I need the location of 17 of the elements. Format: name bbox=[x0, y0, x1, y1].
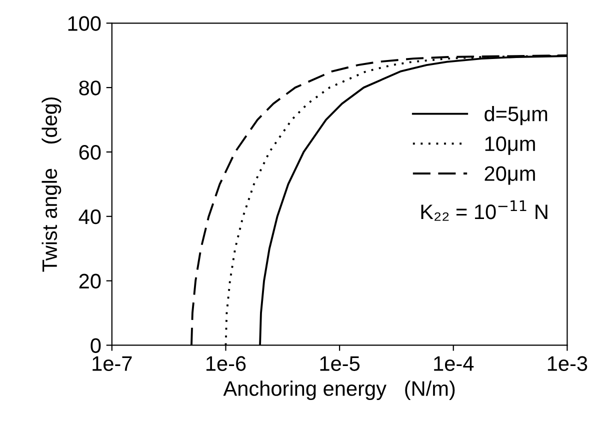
legend-label: 20μm bbox=[484, 166, 535, 185]
legend-label: d=5μm bbox=[484, 106, 548, 126]
annotation: K₂₂ = 10$^{−11}$ N bbox=[421, 200, 548, 221]
y-tick-label: 60 bbox=[79, 144, 101, 160]
x-tick-label: 1e-6 bbox=[206, 356, 246, 371]
x-tick-label: 1e-3 bbox=[548, 356, 588, 371]
legend-label: 10μm bbox=[485, 136, 535, 155]
y-tick-label: 100 bbox=[68, 16, 101, 31]
x-axis-title: Anchoring energy (N/m) bbox=[223, 380, 455, 400]
y-tick-label: 80 bbox=[79, 80, 101, 96]
x-tick-label: 1e-5 bbox=[320, 356, 360, 371]
y-tick-label: 40 bbox=[78, 209, 101, 224]
y-axis-title: Twist angle (deg) bbox=[42, 97, 62, 272]
x-tick-label: 1e-7 bbox=[92, 356, 132, 371]
y-tick-label: 20 bbox=[79, 274, 101, 289]
y-tick-label: 0 bbox=[90, 338, 101, 353]
x-tick-label: 1e-4 bbox=[434, 356, 474, 371]
